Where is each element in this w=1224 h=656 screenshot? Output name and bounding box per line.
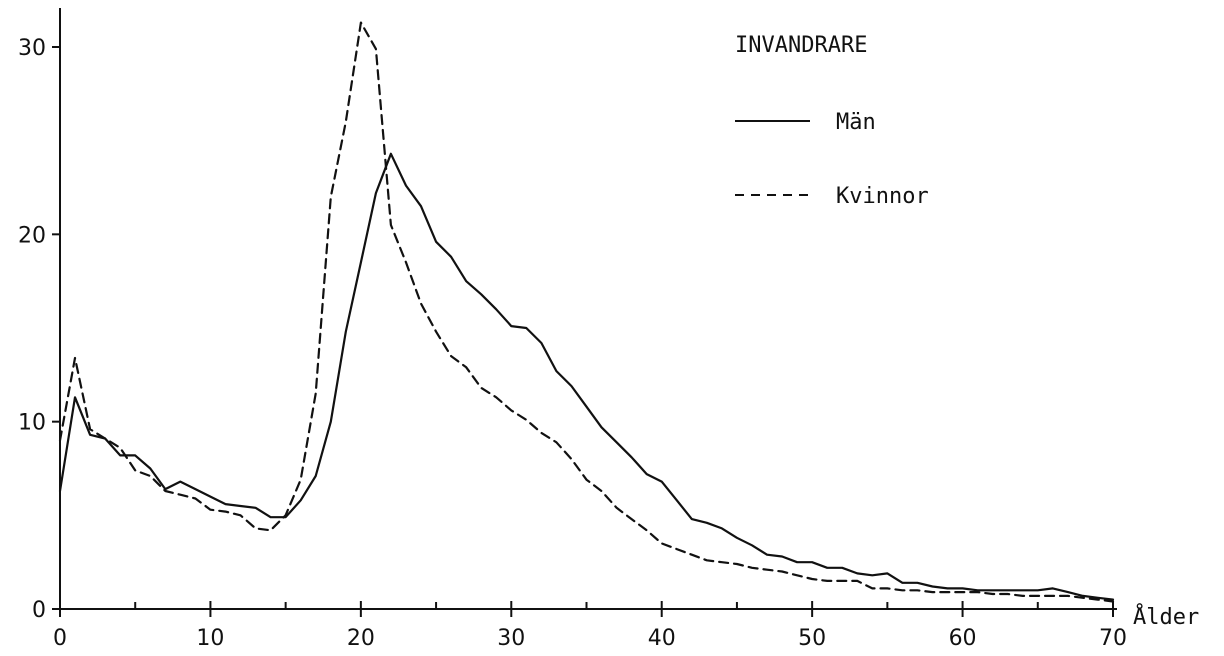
x-tick-label: 60 xyxy=(949,626,977,651)
y-tick-label: 30 xyxy=(18,36,46,61)
x-tick-label: 40 xyxy=(648,626,676,651)
x-tick-label: 0 xyxy=(53,626,67,651)
x-tick-label: 10 xyxy=(196,626,224,651)
x-axis-title: Ålder xyxy=(1133,603,1199,630)
y-tick-label: 10 xyxy=(18,411,46,436)
x-tick-label: 70 xyxy=(1099,626,1127,651)
legend-label-man: Män xyxy=(836,110,876,135)
chart-title: INVANDRARE xyxy=(735,33,867,58)
y-ticks: 0 10 20 30 xyxy=(18,36,60,623)
series-layer xyxy=(58,21,1115,603)
y-tick-label: 0 xyxy=(32,598,46,623)
axes xyxy=(59,8,1117,610)
x-tick-label: 30 xyxy=(497,626,525,651)
series-line-kvinnor xyxy=(58,21,1115,603)
legend: INVANDRARE Män Kvinnor xyxy=(735,33,929,209)
x-tick-label: 50 xyxy=(798,626,826,651)
y-tick-label: 20 xyxy=(18,223,46,248)
x-tick-label: 20 xyxy=(347,626,375,651)
x-ticks: 0 10 20 30 40 50 60 70 xyxy=(53,601,1127,651)
series-line-man xyxy=(58,152,1115,601)
legend-label-kvinnor: Kvinnor xyxy=(836,184,929,209)
